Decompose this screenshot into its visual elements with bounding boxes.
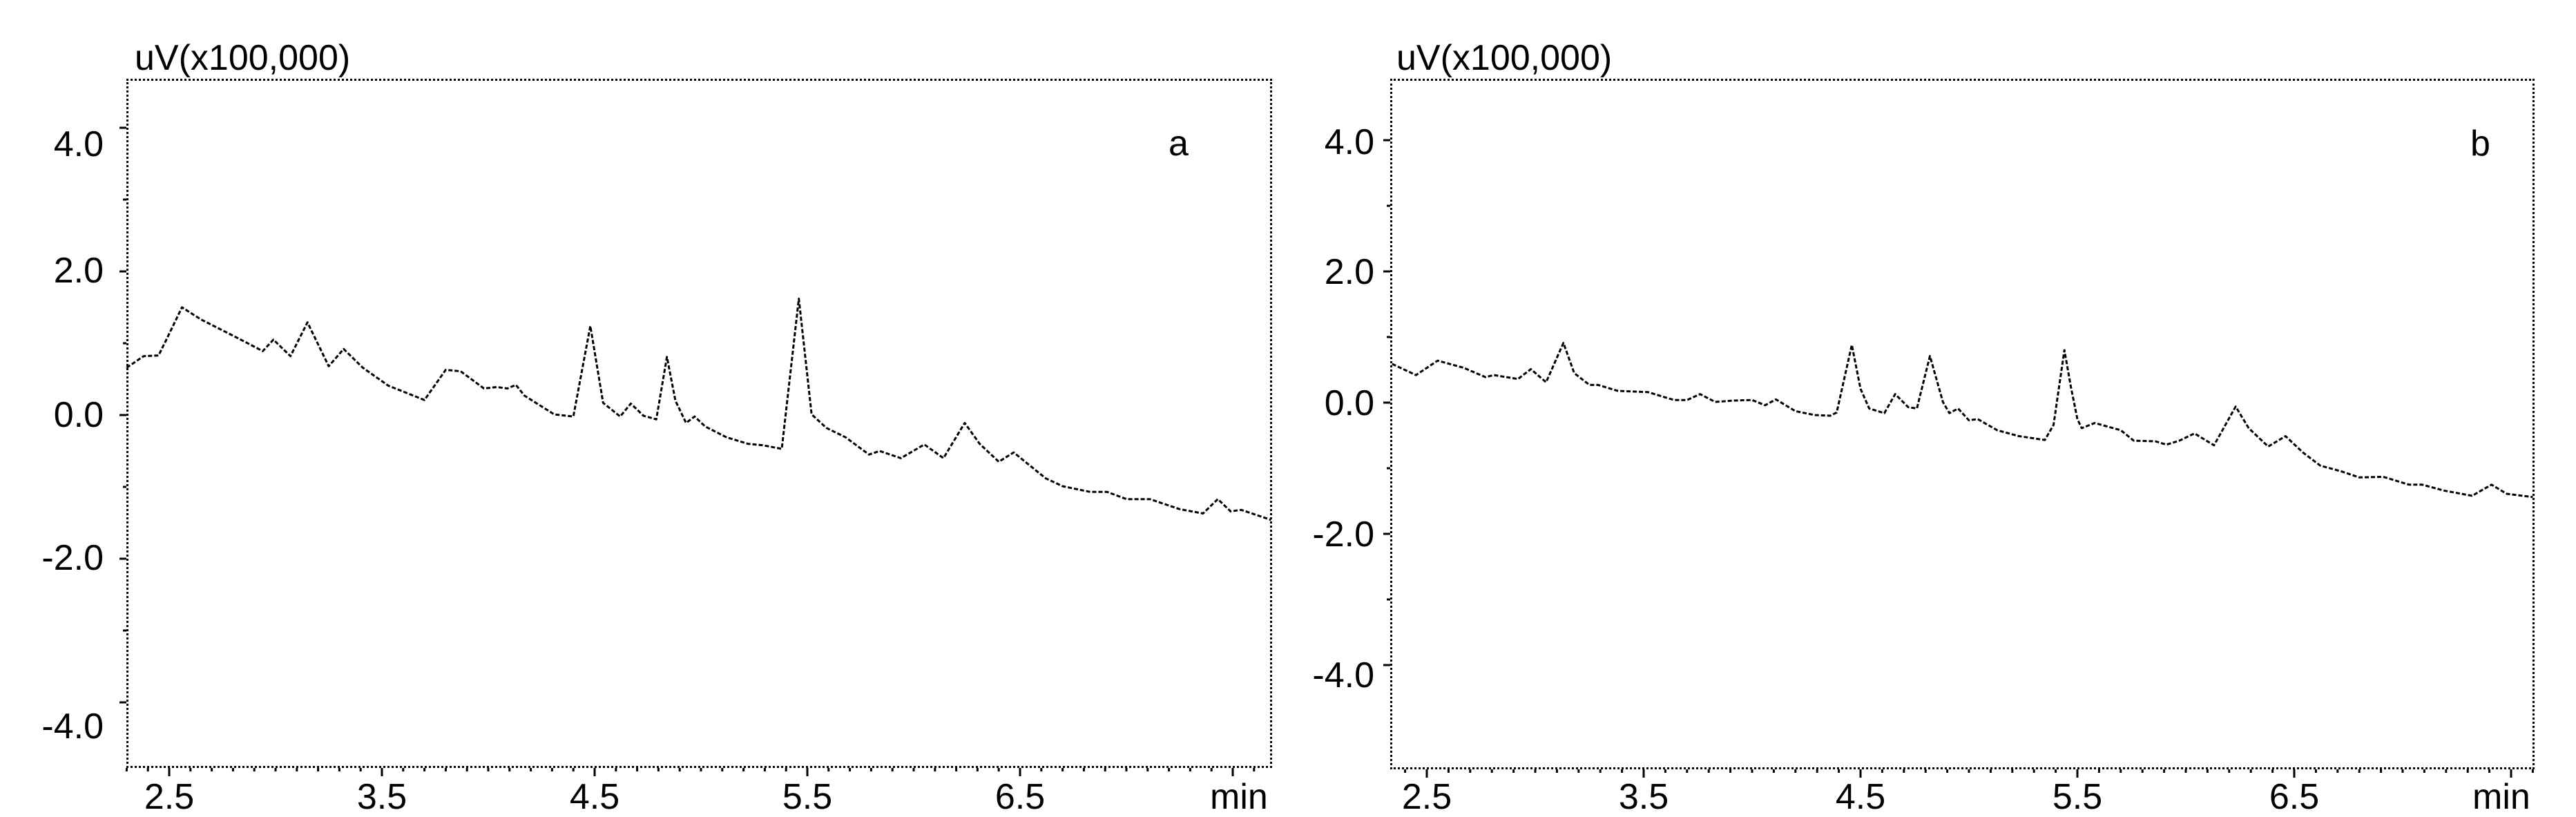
x-tick-label: 3.5	[356, 777, 407, 817]
plot-frame	[1390, 79, 2535, 769]
panel-label: b	[2470, 124, 2490, 164]
y-axis-unit-label: uV(x100,000)	[135, 38, 351, 78]
x-tick-label: 5.5	[2052, 777, 2103, 817]
chromatogram-trace	[126, 298, 1271, 521]
y-tick-label: -2.0	[1312, 515, 1374, 555]
y-tick-label: 0.0	[1324, 383, 1374, 423]
x-tick-label: 6.5	[994, 777, 1046, 817]
y-tick-label: 4.0	[1324, 122, 1374, 162]
x-tick-label: 5.5	[782, 777, 833, 817]
y-tick-label: 2.0	[1324, 252, 1374, 292]
panel-label: a	[1169, 124, 1189, 164]
x-tick-label: 4.5	[1835, 777, 1886, 817]
y-tick-label: 2.0	[53, 251, 104, 291]
y-tick-label: -4.0	[41, 707, 104, 747]
x-tick-label: 6.5	[2269, 777, 2320, 817]
x-tick-label: 3.5	[1618, 777, 1669, 817]
x-axis-unit-label: min	[1210, 777, 1268, 817]
x-tick-label: 2.5	[1401, 777, 1452, 817]
x-tick-label: 4.5	[569, 777, 620, 817]
y-tick-label: -2.0	[41, 538, 104, 578]
x-axis-unit-label: min	[2472, 777, 2530, 817]
plot-frame	[126, 79, 1272, 768]
chromatogram-plot-a	[119, 126, 1271, 776]
chromatogram-trace	[1392, 342, 2533, 499]
y-tick-label: 4.0	[53, 124, 104, 164]
y-axis-unit-label: uV(x100,000)	[1396, 38, 1613, 78]
y-tick-label: 0.0	[53, 395, 104, 435]
x-tick-label: 2.5	[144, 777, 195, 817]
y-tick-label: -4.0	[1312, 655, 1374, 695]
chart-panel-a: uV(x100,000) a 4.0 2.0 0.0 -2.0 -4.0 2.5…	[41, 38, 1272, 817]
